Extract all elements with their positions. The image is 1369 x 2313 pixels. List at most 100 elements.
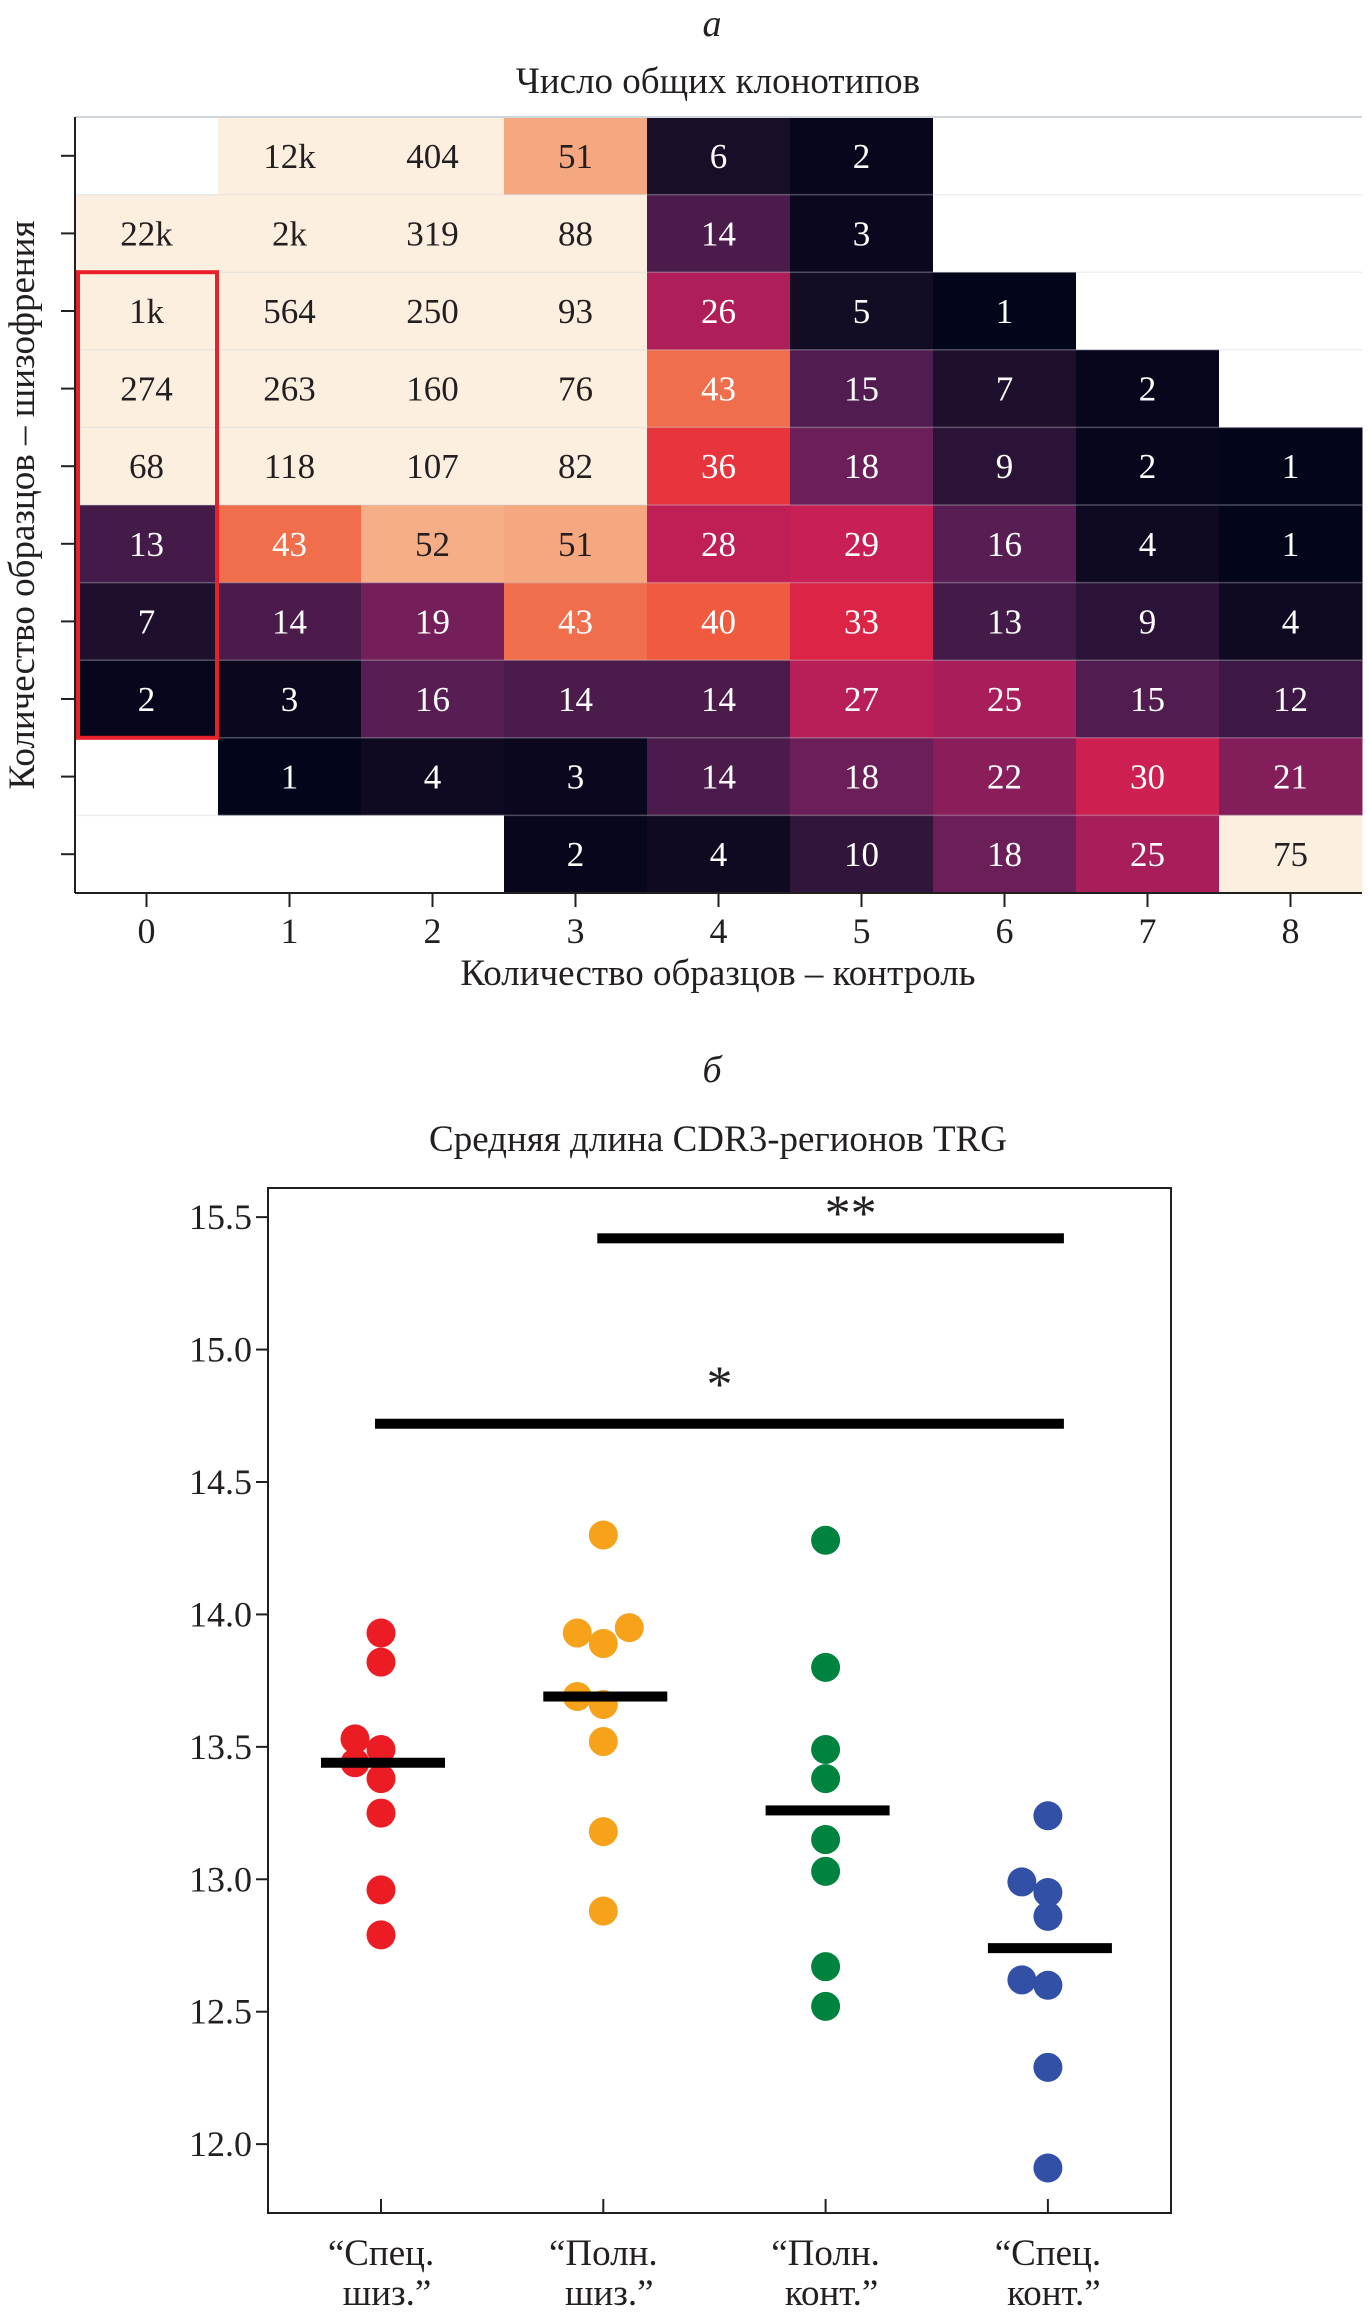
heatmap-cell-label: 9 (1139, 602, 1157, 641)
heatmap-x-axis-label: Количество образцов – контроль (460, 953, 975, 994)
heatmap-cell (218, 427, 362, 506)
heatmap-cell (933, 660, 1077, 739)
heatmap-cell-label: 40 (701, 602, 736, 641)
heatmap-cell-label: 12k (263, 137, 316, 176)
x-tick-label: шиз.” (565, 2273, 654, 2313)
y-tick-label: 13.0 (189, 1859, 252, 1899)
data-point (811, 1764, 841, 1794)
heatmap-cell (361, 272, 505, 351)
heatmap-cell (1219, 505, 1363, 584)
median-line (987, 1943, 1112, 1954)
heatmap-cell (504, 815, 648, 894)
heatmap-cell-label: 2 (1139, 370, 1157, 409)
heatmap-cell-label: 43 (272, 525, 307, 564)
x-tick-label: конт.” (1007, 2273, 1100, 2313)
heatmap-cell-label: 1 (996, 292, 1014, 331)
heatmap-cell-label: 319 (406, 214, 459, 253)
heatmap-cell-label: 16 (987, 525, 1022, 564)
heatmap-cell-label: 1 (281, 758, 299, 797)
heatmap-cell-label: 33 (844, 602, 879, 641)
data-point (366, 1618, 396, 1648)
heatmap-cell-label: 14 (701, 214, 736, 253)
heatmap-cell-label: 2 (138, 680, 156, 719)
heatmap-cell-label: 2k (272, 214, 308, 253)
heatmap-title: Число общих клонотипов (516, 61, 920, 102)
heatmap-cell (647, 194, 791, 273)
heatmap-cell-label: 29 (844, 525, 879, 564)
heatmap-cell (933, 194, 1077, 273)
data-point (340, 1724, 370, 1754)
heatmap-cell-label: 564 (263, 292, 316, 331)
heatmap-cell (933, 117, 1077, 196)
y-tick-label: 12.5 (189, 1992, 252, 2032)
heatmap-cell-label: 274 (120, 370, 173, 409)
data-point (366, 1920, 396, 1950)
heatmap-x-tick-label: 3 (567, 911, 585, 951)
heatmap-cell (1219, 582, 1363, 661)
heatmap-cell-label: 14 (272, 602, 307, 641)
highlight-rectangle (76, 270, 219, 740)
heatmap-cell (1076, 737, 1220, 816)
heatmap-cell-label: 43 (701, 370, 736, 409)
heatmap-cell (504, 737, 648, 816)
heatmap-cell (647, 349, 791, 428)
data-point (366, 1798, 396, 1828)
heatmap-cell (933, 272, 1077, 351)
heatmap-cell (647, 582, 791, 661)
heatmap-cell (504, 427, 648, 506)
heatmap-cell-label: 19 (415, 602, 450, 641)
heatmap-cell-label: 404 (406, 137, 459, 176)
heatmap-cell (1076, 582, 1220, 661)
data-point (1033, 2153, 1063, 2183)
heatmap-cell-label: 250 (406, 292, 459, 331)
heatmap-cell-label: 18 (987, 835, 1022, 874)
heatmap-cell-label: 82 (558, 447, 593, 486)
data-point (1007, 1867, 1037, 1897)
heatmap-cell (361, 194, 505, 273)
heatmap-cell-label: 51 (558, 137, 593, 176)
heatmap-cell (1076, 815, 1220, 894)
median-line (765, 1805, 890, 1816)
heatmap-cell-label: 25 (1130, 835, 1165, 874)
data-point (366, 1875, 396, 1905)
data-point (588, 1727, 618, 1757)
heatmap-cell (933, 737, 1077, 816)
heatmap-cell-label: 14 (701, 758, 736, 797)
heatmap-cell (218, 660, 362, 739)
significance-bar (375, 1418, 1064, 1429)
heatmap-x-tick-label: 2 (424, 911, 442, 951)
x-tick-label: конт.” (785, 2273, 878, 2313)
heatmap-cell-label: 3 (567, 758, 585, 797)
heatmap-cell (1076, 427, 1220, 506)
heatmap-cell-label: 27 (844, 680, 879, 719)
heatmap-cell (75, 660, 219, 739)
heatmap-cell-label: 2 (853, 137, 871, 176)
heatmap-cell (790, 117, 934, 196)
heatmap-cell-label: 51 (558, 525, 593, 564)
heatmap-cell (647, 427, 791, 506)
median-line (321, 1757, 445, 1768)
significance-bar (597, 1233, 1064, 1244)
data-point (1033, 2052, 1063, 2082)
heatmap-cell (790, 737, 934, 816)
heatmap-cell (647, 272, 791, 351)
heatmap-cell-label: 52 (415, 525, 450, 564)
heatmap-cell-label: 3 (281, 680, 299, 719)
heatmap-cell (933, 349, 1077, 428)
heatmap-x-tick-label: 8 (1282, 911, 1300, 951)
heatmap-cell (790, 505, 934, 584)
heatmap-cell (933, 815, 1077, 894)
heatmap-cell (933, 505, 1077, 584)
heatmap-cell-label: 75 (1273, 835, 1308, 874)
data-point (811, 1652, 841, 1682)
heatmap-cell (933, 582, 1077, 661)
data-point (588, 1817, 618, 1847)
heatmap-cell-label: 1 (1282, 525, 1300, 564)
data-point (562, 1618, 592, 1648)
heatmap-cell-label: 68 (129, 447, 164, 486)
y-tick-label: 14.0 (189, 1594, 252, 1634)
heatmap-cell (647, 117, 791, 196)
